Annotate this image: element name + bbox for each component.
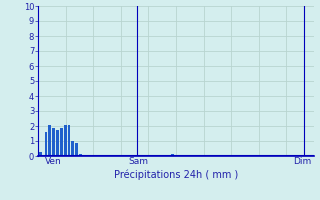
Bar [79,154,82,156]
Bar [171,154,174,156]
Bar [44,132,47,156]
Bar [75,142,78,156]
Bar [52,128,55,156]
Bar [64,125,67,156]
Bar [39,152,42,156]
X-axis label: Précipitations 24h ( mm ): Précipitations 24h ( mm ) [114,169,238,180]
Bar [56,130,59,156]
Bar [48,125,51,156]
Bar [68,124,70,156]
Bar [60,128,63,156]
Bar [71,141,74,156]
